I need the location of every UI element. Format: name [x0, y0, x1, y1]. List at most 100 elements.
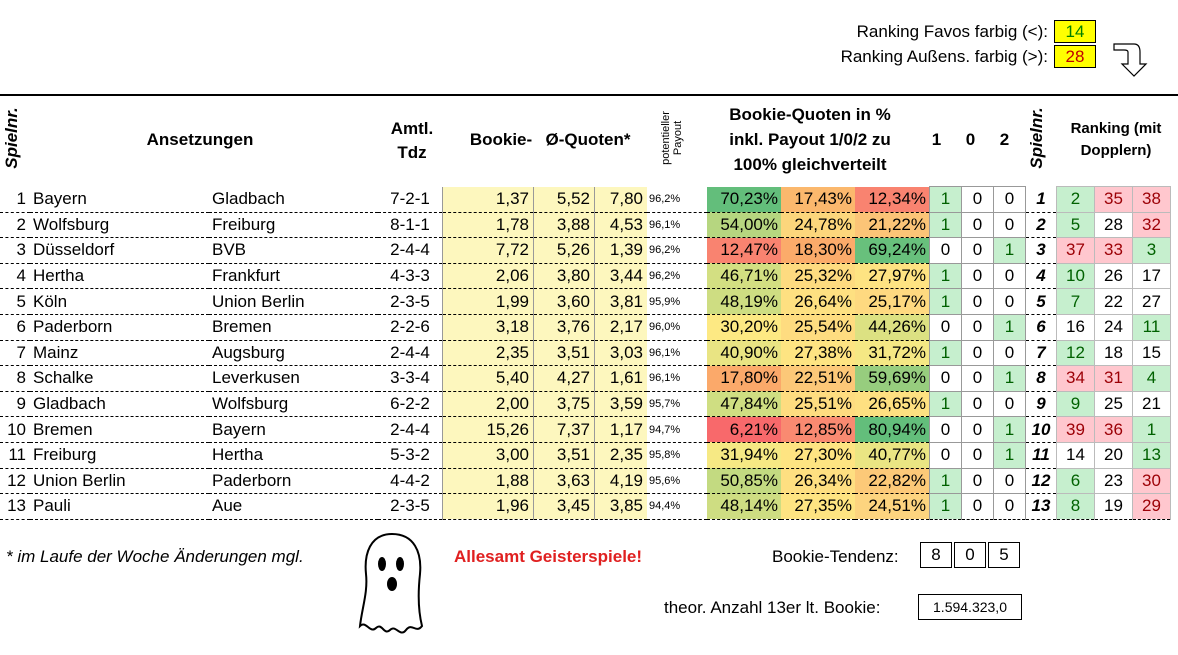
tip-1[interactable]: 0 — [929, 365, 962, 392]
percent-1: 30,20% — [707, 314, 781, 341]
rank-2[interactable]: 4 — [1132, 365, 1171, 392]
rank-1[interactable]: 2 — [1056, 186, 1095, 213]
tip-1[interactable]: 1 — [929, 339, 962, 367]
rank-0[interactable]: 18 — [1094, 339, 1133, 367]
tip-2[interactable]: 1 — [993, 416, 1026, 443]
tip-2[interactable]: 0 — [993, 467, 1026, 495]
percent-1: 48,19% — [707, 288, 781, 315]
rank-0[interactable]: 19 — [1094, 493, 1133, 520]
tip-0[interactable]: 0 — [961, 237, 994, 264]
tip-0[interactable]: 0 — [961, 262, 994, 290]
tip-2[interactable]: 0 — [993, 390, 1026, 418]
spielnr-header: Spielnr. — [2, 107, 21, 169]
rank-0[interactable]: 22 — [1094, 288, 1133, 315]
tip-2[interactable]: 1 — [993, 365, 1026, 392]
rank-0[interactable]: 31 — [1094, 365, 1133, 392]
rank-1[interactable]: 14 — [1056, 441, 1095, 469]
tip-1[interactable]: 0 — [929, 237, 962, 264]
match-number: 2 — [0, 212, 30, 239]
quote-0: 5,26 — [533, 237, 595, 264]
rank-1[interactable]: 5 — [1056, 211, 1095, 239]
tip-2[interactable]: 1 — [993, 313, 1026, 341]
table-row: 3 Düsseldorf BVB 2-4-4 7,72 5,26 1,39 96,2% 12,4… — [0, 237, 1171, 264]
tip-0[interactable]: 0 — [961, 441, 994, 469]
tip-0[interactable]: 0 — [961, 416, 994, 443]
rank-2[interactable]: 21 — [1132, 390, 1171, 418]
tip-1[interactable]: 1 — [929, 288, 962, 315]
tip-2[interactable]: 0 — [993, 262, 1026, 290]
rank-1[interactable]: 34 — [1056, 365, 1095, 392]
tip-0[interactable]: 0 — [961, 211, 994, 239]
tip-0[interactable]: 0 — [961, 493, 994, 520]
rank-2[interactable]: 11 — [1132, 313, 1171, 341]
percent-0: 26,64% — [781, 288, 855, 315]
tip-0[interactable]: 0 — [961, 313, 994, 341]
ranking-favos-label: Ranking Favos farbig (<): — [856, 22, 1048, 41]
rank-1[interactable]: 37 — [1056, 237, 1095, 264]
rank-0[interactable]: 35 — [1094, 186, 1133, 213]
tip-2[interactable]: 0 — [993, 339, 1026, 367]
payout-value: 95,7% — [647, 391, 707, 418]
tip-0[interactable]: 0 — [961, 467, 994, 495]
tip-1[interactable]: 0 — [929, 441, 962, 469]
ranking-favos-value[interactable]: 14 — [1054, 20, 1096, 43]
rank-1[interactable]: 6 — [1056, 467, 1095, 495]
tip-1[interactable]: 1 — [929, 390, 962, 418]
percent-0: 27,30% — [781, 442, 855, 469]
tip-2[interactable]: 0 — [993, 211, 1026, 239]
tendenz-1: 8 — [920, 542, 952, 568]
rank-1[interactable]: 10 — [1056, 262, 1095, 290]
tip-1[interactable]: 1 — [929, 493, 962, 520]
rank-2[interactable]: 30 — [1132, 467, 1171, 495]
rank-2[interactable]: 32 — [1132, 211, 1171, 239]
tipp-tendenz: 4-3-3 — [378, 263, 443, 290]
rank-0[interactable]: 24 — [1094, 313, 1133, 341]
tip-2[interactable]: 1 — [993, 441, 1026, 469]
tip-0[interactable]: 0 — [961, 288, 994, 315]
rank-2[interactable]: 13 — [1132, 441, 1171, 469]
tip-1[interactable]: 1 — [929, 186, 962, 213]
match-number: 8 — [0, 365, 30, 392]
tip-2[interactable]: 1 — [993, 237, 1026, 264]
rank-1[interactable]: 8 — [1056, 493, 1095, 520]
rank-2[interactable]: 1 — [1132, 416, 1171, 443]
rank-1[interactable]: 16 — [1056, 313, 1095, 341]
rank-0[interactable]: 33 — [1094, 237, 1133, 264]
rank-0[interactable]: 20 — [1094, 441, 1133, 469]
tip-0[interactable]: 0 — [961, 339, 994, 367]
tip-1[interactable]: 1 — [929, 467, 962, 495]
home-team: Gladbach — [30, 391, 209, 418]
rank-0[interactable]: 25 — [1094, 390, 1133, 418]
quote-0: 3,51 — [533, 442, 595, 469]
tip-2[interactable]: 0 — [993, 493, 1026, 520]
tip-1[interactable]: 1 — [929, 262, 962, 290]
match-number-right: 12 — [1025, 468, 1057, 495]
rank-2[interactable]: 27 — [1132, 288, 1171, 315]
rank-0[interactable]: 26 — [1094, 262, 1133, 290]
away-team: Hertha — [209, 442, 378, 469]
rank-2[interactable]: 17 — [1132, 262, 1171, 290]
rank-0[interactable]: 28 — [1094, 211, 1133, 239]
rank-2[interactable]: 38 — [1132, 186, 1171, 213]
rank-1[interactable]: 12 — [1056, 339, 1095, 367]
tip-0[interactable]: 0 — [961, 390, 994, 418]
rank-0[interactable]: 23 — [1094, 467, 1133, 495]
match-number-right: 4 — [1025, 263, 1057, 290]
anzahl-value: 1.594.323,0 — [918, 594, 1022, 620]
tip-2[interactable]: 0 — [993, 288, 1026, 315]
rank-0[interactable]: 36 — [1094, 416, 1133, 443]
match-number: 3 — [0, 237, 30, 264]
rank-2[interactable]: 15 — [1132, 339, 1171, 367]
tip-0[interactable]: 0 — [961, 365, 994, 392]
rank-1[interactable]: 7 — [1056, 288, 1095, 315]
rank-1[interactable]: 9 — [1056, 390, 1095, 418]
ranking-aussen-value[interactable]: 28 — [1054, 45, 1096, 68]
rank-2[interactable]: 29 — [1132, 493, 1171, 520]
rank-2[interactable]: 3 — [1132, 237, 1171, 264]
tip-1[interactable]: 1 — [929, 211, 962, 239]
tip-1[interactable]: 0 — [929, 416, 962, 443]
tip-2[interactable]: 0 — [993, 186, 1026, 213]
tip-0[interactable]: 0 — [961, 186, 994, 213]
rank-1[interactable]: 39 — [1056, 416, 1095, 443]
tip-1[interactable]: 0 — [929, 313, 962, 341]
